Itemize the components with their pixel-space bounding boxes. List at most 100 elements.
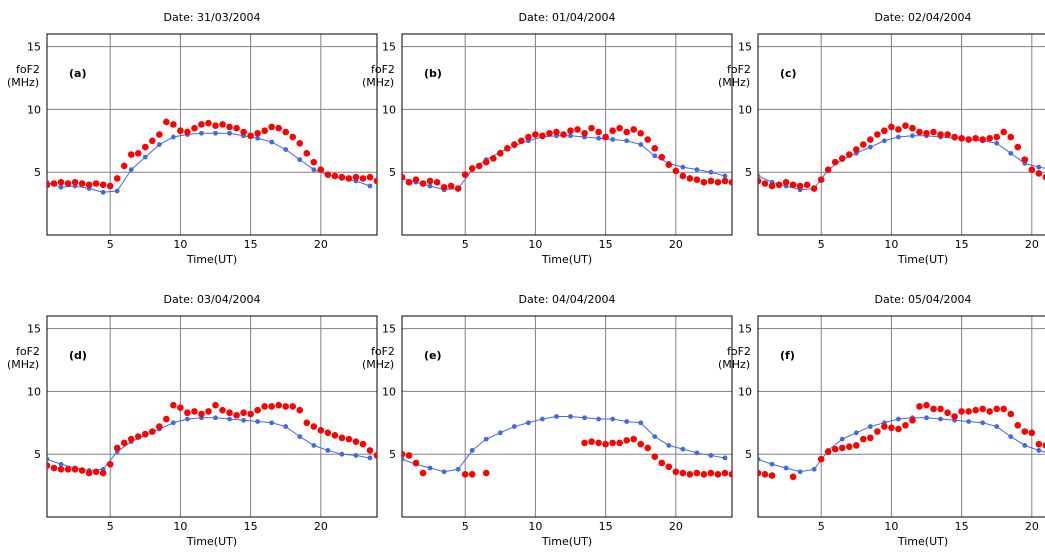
model-point xyxy=(128,167,134,173)
chart-title: Date: 02/04/2004 xyxy=(875,11,972,24)
observed-point xyxy=(331,172,339,180)
observed-point xyxy=(693,176,701,184)
x-tick-label: 5 xyxy=(818,238,825,251)
observed-point xyxy=(177,127,184,135)
model-point xyxy=(722,455,728,461)
plot-area xyxy=(47,34,377,235)
observed-point xyxy=(247,410,254,418)
model-point xyxy=(1036,164,1042,170)
observed-point xyxy=(602,440,609,448)
plot-series xyxy=(758,122,1045,193)
observed-point xyxy=(845,443,853,450)
observed-point xyxy=(714,178,722,186)
observed-point xyxy=(630,435,638,443)
observed-point xyxy=(310,158,318,166)
model-point xyxy=(114,188,120,194)
model-point xyxy=(811,466,817,472)
x-tick-label: 5 xyxy=(462,520,469,533)
observed-point xyxy=(867,434,874,442)
observed-point xyxy=(993,133,1001,141)
observed-point xyxy=(303,150,311,157)
observed-point xyxy=(268,403,275,410)
model-point xyxy=(58,461,64,467)
model-point xyxy=(427,183,433,189)
observed-point xyxy=(707,177,715,185)
observed-point xyxy=(860,141,867,148)
observed-point xyxy=(261,127,268,135)
observed-point xyxy=(693,469,701,477)
model-point xyxy=(896,416,901,422)
y-axis-label-line2: (MHz) xyxy=(7,76,39,89)
observed-point xyxy=(106,182,114,190)
observed-point xyxy=(184,409,191,417)
observed-point xyxy=(930,128,937,136)
chart-panel: 5 10 15 20 5 10 15 Date: 31/03/2004 Time(UT) foF2… xyxy=(7,11,378,266)
model-point xyxy=(769,461,775,467)
observed-point xyxy=(1014,143,1022,151)
chart-panel: 5 10 15 20 5 10 15 Date: 03/04/2004 Time(UT) foF2… xyxy=(7,293,378,548)
observed-point xyxy=(92,468,100,476)
observed-point xyxy=(247,132,254,140)
model-point xyxy=(297,434,303,439)
observed-point xyxy=(761,470,769,478)
observed-point xyxy=(205,408,212,415)
observed-point xyxy=(824,166,832,173)
y-axis-label-line1: foF2 xyxy=(727,345,751,358)
x-tick-label: 20 xyxy=(669,520,683,533)
observed-point xyxy=(338,173,346,181)
panel-label: (e) xyxy=(424,349,442,362)
observed-point xyxy=(504,145,511,152)
observed-point xyxy=(852,442,860,449)
observed-point xyxy=(567,127,574,135)
observed-point xyxy=(944,409,951,417)
observed-point xyxy=(867,136,874,143)
observed-point xyxy=(191,124,198,132)
model-point xyxy=(568,133,573,139)
x-tick-label: 20 xyxy=(314,238,328,251)
observed-point xyxy=(461,470,469,478)
observed-point xyxy=(366,173,374,181)
observed-point xyxy=(184,128,191,136)
observed-point xyxy=(412,176,420,184)
model-point xyxy=(839,436,845,442)
y-axis-label-line2: (MHz) xyxy=(718,76,750,89)
observed-point xyxy=(796,182,804,190)
observed-point xyxy=(426,177,434,185)
observed-point xyxy=(944,131,951,138)
observed-point xyxy=(454,185,462,192)
x-axis-label: Time(UT) xyxy=(186,253,237,266)
x-axis-label: Time(UT) xyxy=(897,535,948,548)
x-tick-label: 5 xyxy=(818,520,825,533)
observed-point xyxy=(99,181,107,189)
model-point xyxy=(427,465,433,471)
plot-frame xyxy=(401,315,733,518)
observed-point xyxy=(496,150,504,157)
observed-point xyxy=(78,467,86,474)
plot-series xyxy=(402,124,732,193)
observed-point xyxy=(782,178,790,186)
panel-label: (d) xyxy=(69,349,87,362)
plot-series xyxy=(47,401,377,477)
x-tick-label: 5 xyxy=(107,520,114,533)
observed-point xyxy=(623,437,630,444)
observed-point xyxy=(219,406,226,414)
plot-frame xyxy=(757,315,1045,518)
model-point xyxy=(241,417,246,423)
observed-point xyxy=(78,180,86,187)
observed-point xyxy=(707,469,715,477)
observed-point xyxy=(993,405,1001,413)
observed-point xyxy=(106,460,114,468)
observed-point xyxy=(141,430,149,438)
y-axis-label-line1: foF2 xyxy=(16,63,40,76)
observed-point xyxy=(902,122,909,130)
observed-point xyxy=(686,470,694,478)
model-point xyxy=(525,420,531,426)
y-axis-label-line1: foF2 xyxy=(727,63,751,76)
y-axis-label-line1: foF2 xyxy=(371,345,395,358)
observed-point xyxy=(1021,428,1029,435)
observed-point xyxy=(651,453,659,461)
observed-point xyxy=(324,171,332,178)
observed-point xyxy=(366,447,374,454)
observed-point xyxy=(525,133,532,141)
observed-point xyxy=(758,177,762,185)
